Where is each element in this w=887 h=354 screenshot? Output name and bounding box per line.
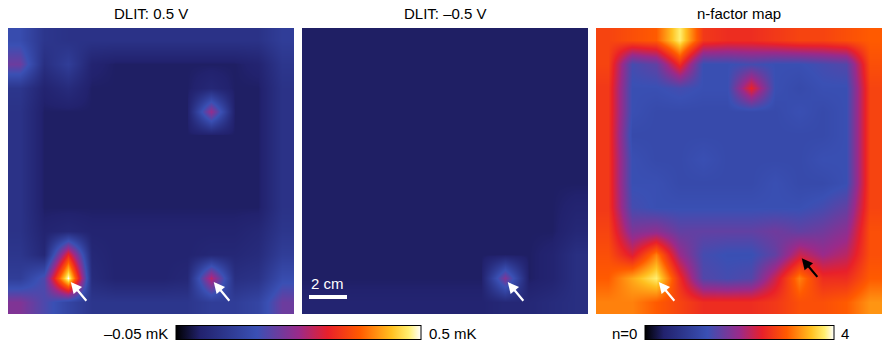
svg-text:2 cm: 2 cm (311, 275, 344, 292)
svg-text:n-factor map: n-factor map (697, 5, 781, 22)
svg-text:4: 4 (841, 325, 849, 342)
svg-text:n=0: n=0 (612, 325, 637, 342)
svg-text:DLIT: –0.5 V: DLIT: –0.5 V (404, 5, 487, 22)
svg-text:–0.05 mK: –0.05 mK (104, 325, 168, 342)
svg-text:DLIT: 0.5 V: DLIT: 0.5 V (114, 5, 188, 22)
svg-text:0.5 mK: 0.5 mK (429, 325, 477, 342)
